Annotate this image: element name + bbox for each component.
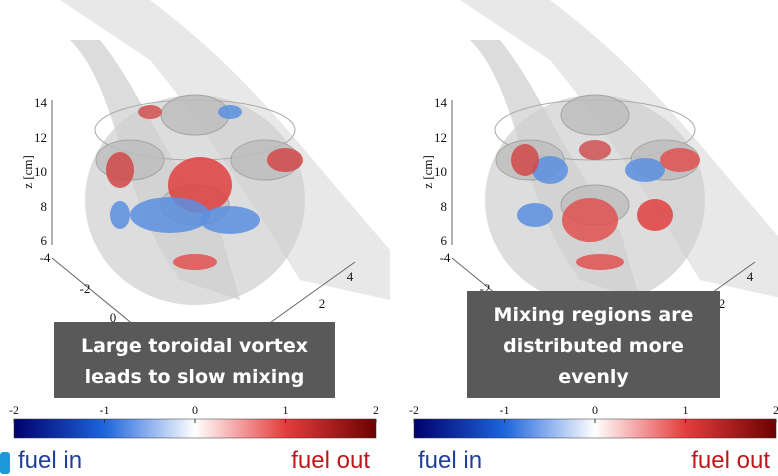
colorbar-tick-label: -2 <box>409 403 419 417</box>
callout-text: leads to slow mixing <box>85 366 305 388</box>
colorbar-tick-label: 0 <box>192 403 198 417</box>
mixing-region <box>138 105 162 119</box>
z-axis-label: z [cm] <box>20 155 35 189</box>
colorbar-tick-label: -2 <box>9 403 19 417</box>
inlet <box>560 94 630 136</box>
z-tick-label: 8 <box>41 199 48 214</box>
z-tick-label: 12 <box>434 130 447 145</box>
callout-box <box>467 291 720 398</box>
x-tick-label: -2 <box>480 281 491 296</box>
mixing-region <box>625 158 665 182</box>
x-tick-label: -4 <box>440 250 451 265</box>
mixing-region <box>218 105 242 119</box>
mixing-region <box>267 148 303 172</box>
mixing-region <box>511 144 539 176</box>
mixing-region <box>532 156 568 184</box>
y-tick-label: 4 <box>747 269 754 284</box>
x-tick-label: -4 <box>40 250 51 265</box>
mixing-region <box>579 140 611 160</box>
colorbar-tick-label: 1 <box>283 403 289 417</box>
callout-text: Large toroidal vortex <box>81 335 308 357</box>
fuel-in-label: fuel in <box>18 447 82 474</box>
mixing-region <box>110 201 130 229</box>
mixing-region <box>200 206 260 234</box>
mixing-region <box>562 198 618 242</box>
fuel-in-label: fuel in <box>418 447 482 474</box>
x-tick-label: 0 <box>110 310 117 325</box>
mixing-region <box>517 203 553 227</box>
colorbar-tick-label: 2 <box>373 403 379 417</box>
callout-text: evenly <box>558 366 629 388</box>
y-tick-label: 2 <box>319 296 326 311</box>
axis-line <box>51 257 141 331</box>
callout-text: Mixing regions are <box>494 304 694 326</box>
mixing-region <box>173 254 217 270</box>
mixing-region <box>637 199 673 231</box>
mixing-region <box>576 254 624 270</box>
z-tick-label: 14 <box>34 95 48 110</box>
fuel-out-label: fuel out <box>291 447 370 474</box>
z-tick-label: 6 <box>41 233 48 248</box>
z-tick-label: 10 <box>34 164 47 179</box>
logo-fragment <box>0 452 10 474</box>
fuel-out-label: fuel out <box>691 447 770 474</box>
colorbar-tick-label: -1 <box>100 403 110 417</box>
z-axis-label: z [cm] <box>420 155 435 189</box>
callout-text: distributed more <box>503 335 684 357</box>
z-tick-label: 6 <box>441 233 448 248</box>
colorbar-tick-label: 2 <box>773 403 778 417</box>
y-tick-label: 2 <box>719 296 726 311</box>
mixing-region <box>106 152 134 188</box>
mixing-region <box>130 197 210 233</box>
colorbar-tick-label: -1 <box>500 403 510 417</box>
colorbar-tick-label: 1 <box>683 403 689 417</box>
z-tick-label: 14 <box>434 95 448 110</box>
inlet <box>160 94 230 136</box>
colorbar-tick-label: 0 <box>592 403 598 417</box>
z-tick-label: 10 <box>434 164 447 179</box>
y-tick-label: 4 <box>347 269 354 284</box>
axis-line <box>259 261 356 331</box>
callout-box <box>54 322 335 398</box>
z-tick-label: 8 <box>441 199 448 214</box>
z-tick-label: 12 <box>34 130 47 145</box>
mixing-region <box>660 148 700 172</box>
x-tick-label: -2 <box>80 281 91 296</box>
